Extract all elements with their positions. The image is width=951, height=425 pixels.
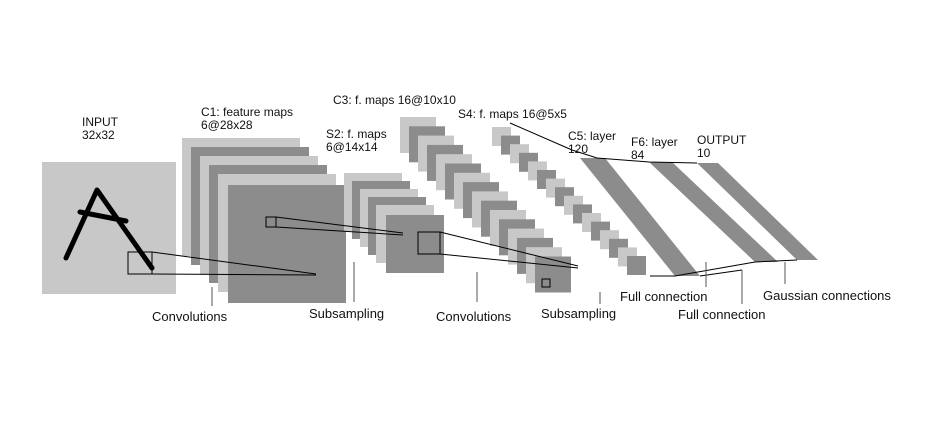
s2-label-size: 6@14x14 — [326, 140, 378, 154]
c1-label-size: 6@28x28 — [201, 118, 253, 132]
operation-ticks — [211, 262, 786, 306]
c3-feature-maps — [400, 117, 571, 293]
s2-feature-maps — [344, 173, 444, 273]
output-label: OUTPUT 10 — [697, 134, 746, 160]
op-convolutions-2: Convolutions — [436, 309, 512, 324]
input-label: INPUT 32x32 — [82, 116, 118, 142]
c1-label: C1: feature maps 6@28x28 — [201, 106, 293, 132]
dense-connection-lines — [509, 122, 798, 277]
c5-label-size: 120 — [568, 142, 589, 156]
s2-label: S2: f. maps 6@14x14 — [326, 128, 387, 154]
c3-label-title: C3: f. maps 16@10x10 — [333, 93, 456, 107]
f6-layer — [649, 162, 778, 262]
op-subsampling-2: Subsampling — [541, 306, 617, 321]
c3-label: C3: f. maps 16@10x10 — [333, 94, 456, 107]
receptive-field-lines — [127, 216, 579, 288]
op-subsampling-1: Subsampling — [309, 306, 385, 321]
f6-label: F6: layer 84 — [631, 136, 678, 162]
op-full-connection-1: Full connection — [620, 289, 708, 304]
s4-map — [627, 256, 646, 275]
input-label-title: INPUT — [82, 115, 118, 129]
c5-label: C5: layer 120 — [568, 130, 616, 156]
s4-feature-maps — [492, 127, 646, 275]
output-label-size: 10 — [697, 146, 711, 160]
output-layer — [697, 163, 818, 260]
c1-feature-maps — [182, 138, 346, 303]
input-image — [42, 162, 176, 294]
f6-label-size: 84 — [631, 148, 645, 162]
s2-label-title: S2: f. maps — [326, 127, 387, 141]
input-letter-a — [63, 187, 155, 271]
c1-label-title: C1: feature maps — [201, 105, 294, 119]
output-label-title: OUTPUT — [697, 133, 747, 147]
input-label-size: 32x32 — [82, 128, 115, 142]
op-convolutions-1: Convolutions — [152, 309, 228, 324]
f6-label-title: F6: layer — [631, 135, 678, 149]
s4-label-title: S4: f. maps 16@5x5 — [458, 107, 567, 121]
c5-layer — [580, 158, 700, 276]
op-gaussian-connections: Gaussian connections — [763, 288, 891, 303]
c5-label-title: C5: layer — [568, 129, 617, 143]
op-full-connection-2: Full connection — [678, 307, 766, 322]
c3-map — [535, 256, 571, 293]
s4-label: S4: f. maps 16@5x5 — [458, 108, 567, 121]
